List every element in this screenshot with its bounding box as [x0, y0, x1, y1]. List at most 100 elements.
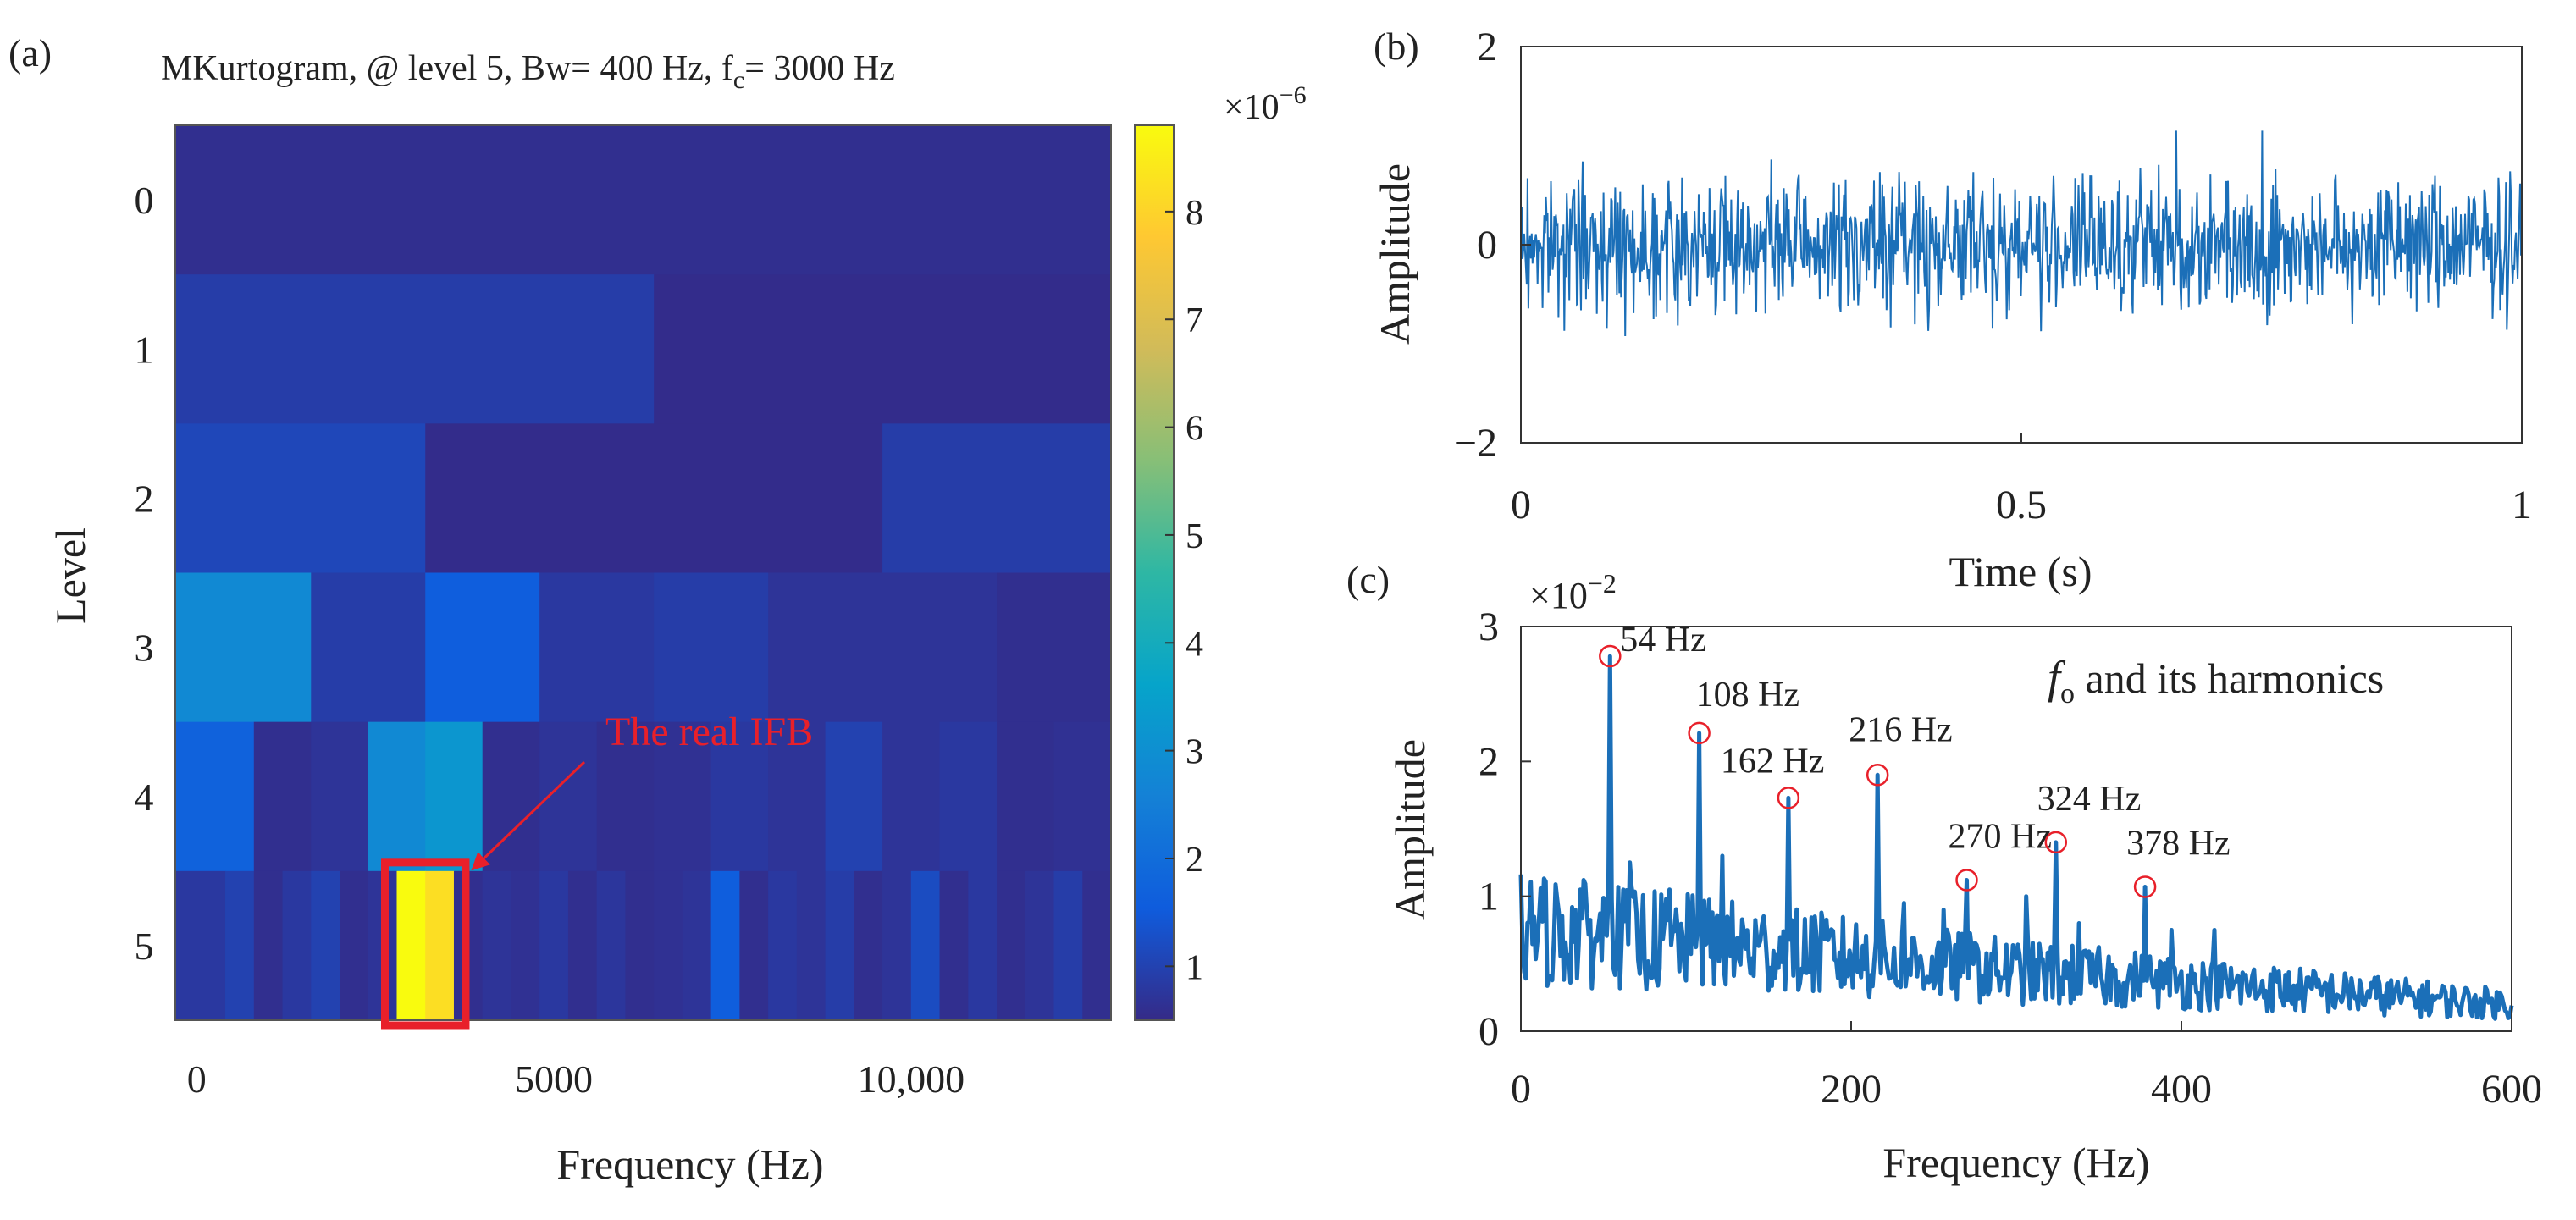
peak-marker-circle	[1599, 644, 1622, 668]
heatmap-cell	[796, 870, 826, 1021]
heatmap-ytick-label: 0	[135, 179, 154, 222]
panel-a: (a) MKurtogram, @ level 5, Bw= 400 Hz, f…	[8, 31, 1307, 1188]
spectrum-legend-tail: and its harmonics	[2075, 654, 2384, 702]
heatmap-cell	[1082, 870, 1112, 1021]
panel-a-label: (a)	[8, 31, 52, 75]
colorbar-tick-label: 2	[1186, 841, 1203, 880]
spectrum-xtick-label: 0	[1511, 1067, 1531, 1112]
signal-xlabel: Time (s)	[1949, 548, 2092, 595]
colorbar-tick-label: 3	[1186, 733, 1203, 772]
heatmap-ytick-label: 3	[135, 627, 154, 670]
heatmap-cell	[253, 870, 284, 1021]
heatmap-cell	[482, 870, 512, 1021]
heatmap-cell	[854, 870, 883, 1021]
colorbar-tick-label: 6	[1186, 410, 1203, 449]
heatmap-cell	[768, 870, 798, 1021]
heatmap-cell	[425, 423, 883, 574]
heatmap-cell	[368, 721, 426, 872]
heatmap-cell	[997, 870, 1026, 1021]
heatmap-frame	[174, 124, 1112, 1021]
heatmap-cell	[482, 721, 540, 872]
spectrum-ytick-label: 2	[1479, 739, 1499, 784]
time-signal	[1520, 130, 2523, 337]
heatmap-cell	[710, 870, 740, 1021]
spectrum-xlabel: Frequency (Hz)	[1882, 1139, 2149, 1186]
peak-marker-circle	[1688, 721, 1711, 745]
envelope-spectrum	[1518, 654, 2514, 1021]
heatmap-cell	[654, 870, 683, 1021]
peak-label: 378 Hz	[2126, 825, 2230, 864]
peak-marker-circle	[1777, 787, 1800, 809]
heatmap-cell	[282, 870, 312, 1021]
heatmap-cell	[311, 572, 426, 723]
heatmap-xtick-label: 0	[187, 1057, 207, 1101]
signal-ylabel: Amplitude	[1371, 163, 1418, 345]
panel-a-title-main: MKurtogram, @ level 5, Bw= 400 Hz, f	[161, 49, 733, 88]
peak-label: 270 Hz	[1949, 818, 2052, 857]
heatmap-cell	[567, 870, 598, 1021]
colorbar-ticks: 1 2 3 4 5 6 7 8	[1165, 194, 1203, 987]
signal-ytick-label: 0	[1477, 223, 1497, 268]
heatmap-cell	[225, 870, 255, 1021]
colorbar-tick-label: 4	[1186, 625, 1203, 664]
spectrum-exponent-base: ×10	[1529, 575, 1588, 616]
signal-xtick-label: 0.5	[1996, 483, 2047, 527]
heatmap-cell	[596, 721, 655, 872]
heatmap-cell	[939, 870, 969, 1021]
colorbar-exponent: ×10−6	[1224, 81, 1307, 127]
heatmap-cell	[968, 870, 998, 1021]
signal-ytick-label: −2	[1454, 421, 1497, 466]
heatmap-xlabel: Frequency (Hz)	[556, 1140, 823, 1188]
peak-marker-circle	[1866, 764, 1889, 787]
spectrum-xtick-label: 200	[1821, 1067, 1882, 1112]
panel-a-title-sub: c	[733, 66, 744, 94]
signal-x-ticks: 0 0.5 1	[1511, 433, 2532, 527]
spectrum-ytick-label: 3	[1479, 604, 1499, 649]
heatmap-x-ticks: 0 5000 10,000	[187, 1057, 965, 1101]
spectrum-frame	[1520, 626, 2512, 1032]
panel-b-label: (b)	[1374, 25, 1419, 68]
heatmap-cell	[1053, 721, 1112, 872]
heatmap-cell	[625, 870, 655, 1021]
heatmap-cell	[175, 125, 1112, 275]
peak-label: 108 Hz	[1696, 676, 1799, 715]
spectrum-ylabel: Amplitude	[1386, 739, 1434, 920]
heatmap-cell	[768, 721, 826, 872]
heatmap-cell	[997, 572, 1112, 723]
heatmap-y-ticks: 0 1 2 3 4 5	[135, 179, 154, 968]
heatmap-cells	[175, 125, 1112, 1021]
spectrum-xtick-label: 400	[2151, 1067, 2212, 1112]
colorbar-exponent-base: ×10	[1224, 88, 1280, 127]
heatmap-cell	[739, 870, 769, 1021]
signal-line	[1520, 130, 2523, 337]
signal-y-ticks: −2 0 2	[1454, 25, 1531, 466]
heatmap-cell	[654, 274, 1112, 424]
heatmap-cell	[425, 721, 484, 872]
spectrum-xtick-label: 600	[2481, 1067, 2542, 1112]
colorbar-frame	[1134, 124, 1175, 1021]
colorbar-tick-label: 8	[1186, 194, 1203, 233]
heatmap-cell	[425, 572, 540, 723]
colorbar-tick-label: 1	[1186, 948, 1203, 987]
heatmap-cell	[939, 721, 998, 872]
peak-marker-circle	[1955, 869, 1978, 892]
heatmap-cell	[539, 870, 569, 1021]
heatmap-cell	[1053, 870, 1083, 1021]
heatmap-cell	[882, 721, 941, 872]
heatmap-cell	[175, 870, 226, 1021]
heatmap-cell	[882, 870, 912, 1021]
heatmap-cell	[882, 423, 1112, 574]
panel-a-title-tail: = 3000 Hz	[744, 49, 895, 88]
peak-label: 162 Hz	[1721, 742, 1824, 781]
peak-label: 324 Hz	[2037, 780, 2141, 819]
heatmap-cell	[396, 870, 426, 1021]
heatmap-cell	[768, 572, 998, 723]
spectrum-ytick-label: 1	[1479, 875, 1499, 919]
panel-c: (c) ×10−2 0 1 2 3 0 200 400 600 54 Hz 108 Hz 162…	[1346, 558, 2542, 1186]
signal-ytick-label: 2	[1477, 25, 1497, 69]
heatmap-cell	[997, 721, 1055, 872]
spectrum-y-ticks: 0 1 2 3	[1479, 604, 1531, 1054]
peak-label: 54 Hz	[1620, 621, 1705, 660]
heatmap-xtick-label: 5000	[515, 1057, 593, 1101]
